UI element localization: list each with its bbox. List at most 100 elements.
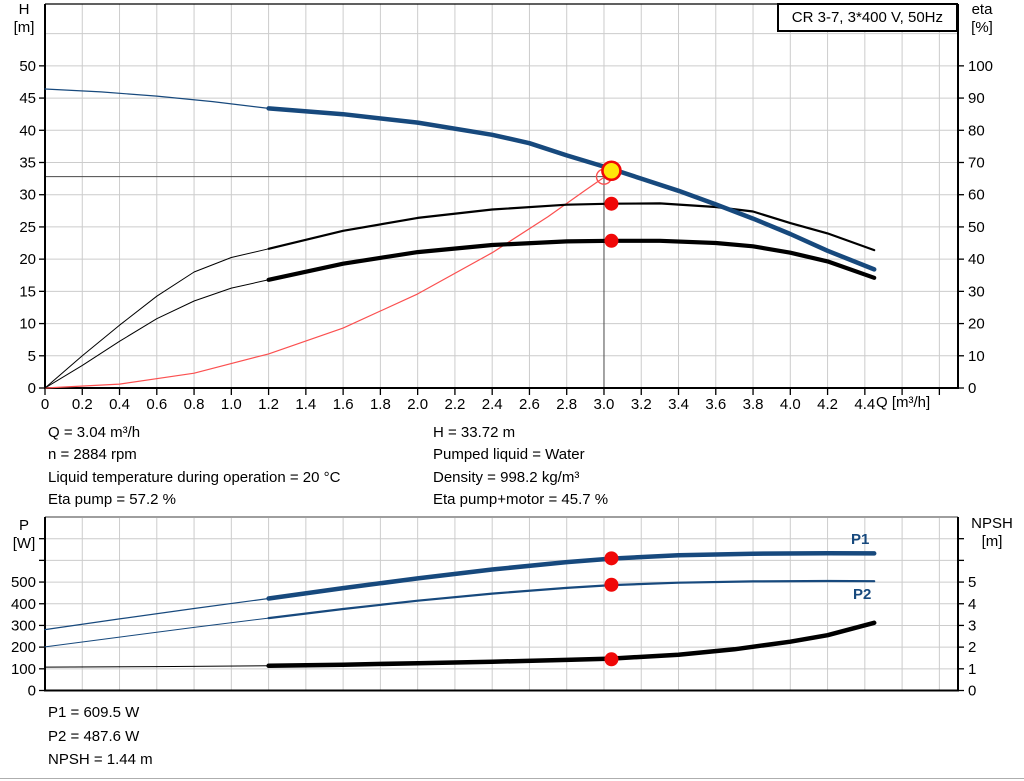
left-axis-title-head: H [m] [6,1,42,37]
tick-label-x: 1.2 [258,396,279,413]
tick-label-right: 5 [968,574,976,591]
tick-label-right: 0 [968,683,976,700]
tick-label-x: 1.4 [295,396,316,413]
qh-curve [44,88,270,110]
annot-speed: n = 2884 rpm [48,446,137,464]
eta-pump-curve [267,202,876,252]
tick-label-x: 1.0 [221,396,242,413]
npsh-axis-unit: [m] [981,533,1003,550]
tick-label-left: 50 [19,58,36,75]
tick-label-left: 10 [19,316,36,333]
eta-axis-symbol: eta [971,1,993,18]
right-axis-title-eta: eta [%] [960,1,1004,37]
npsh-axis-symbol: NPSH [971,515,1013,532]
power-annotations: P1 = 609.5 W P2 = 487.6 W NPSH = 1.44 m [48,701,153,772]
right-axis-title-npsh: NPSH [m] [962,515,1022,551]
eta-pump-motor-point [604,233,619,248]
eta-pump-curve [44,248,270,389]
tick-label-right: 100 [968,58,993,75]
qh-curve [266,106,877,272]
tick-label-x: 0.2 [72,396,93,413]
tick-label-x: 2.0 [407,396,428,413]
tick-label-right: 30 [968,283,985,300]
tick-label-left: 30 [19,187,36,204]
npsh-curve [44,665,270,668]
p1-curve-label: P1 [851,531,870,548]
tick-label-left: 100 [11,661,36,678]
annot-liquid-temp: Liquid temperature during operation = 20… [48,468,341,486]
p-axis-symbol: P [18,517,29,534]
tick-label-x: 2.6 [519,396,540,413]
eta-pump-motor-curve [44,279,270,389]
tick-label-right: 0 [968,380,976,397]
tick-label-right: 50 [968,219,985,236]
tick-label-x: 0 [41,396,49,413]
tick-label-left: 0 [28,380,36,397]
annot-p1: P1 = 609.5 W [48,704,140,721]
annot-eta-pump-motor: Eta pump+motor = 45.7 % [433,491,609,509]
tick-label-right: 1 [968,661,976,678]
tick-label-left: 400 [11,596,36,613]
tick-label-left: 25 [19,219,36,236]
tick-label-x: 3.6 [705,396,726,413]
p2-curve [44,617,270,648]
tick-label-right: 2 [968,639,976,656]
tick-label-x: 3.8 [743,396,764,413]
tick-label-x: 0.6 [146,396,167,413]
tick-label-x: 2.8 [556,396,577,413]
p1-point [604,551,619,566]
left-axis-title-power: P [W] [6,517,42,553]
tick-label-left: 15 [19,283,36,300]
annot-eta-pump: Eta pump = 57.2 % [48,491,176,509]
tick-label-right: 90 [968,90,985,107]
eta-pump-motor-curve [266,238,877,282]
tick-label-right: 40 [968,251,985,268]
tick-label-left: 500 [11,574,36,591]
tick-label-x: 0.4 [109,396,130,413]
duty-point [601,160,622,182]
tick-label-right: 60 [968,187,985,204]
p2-curve [267,579,876,620]
tick-label-right: 3 [968,617,976,634]
tick-label-left: 300 [11,617,36,634]
tick-label-right: 20 [968,316,985,333]
annot-q: Q = 3.04 m³/h [48,424,141,441]
tick-label-left: 0 [28,683,36,700]
tick-label-left: 35 [19,154,36,171]
tick-label-x: 1.6 [333,396,354,413]
tick-label-left: 40 [19,122,36,139]
annot-p2: P2 = 487.6 W [48,727,140,745]
tick-label-left: 45 [19,90,36,107]
h-axis-symbol: H [18,1,30,18]
duty-annotations-right: H = 33.72 m Pumped liquid = Water Densit… [433,422,608,512]
tick-label-right: 10 [968,348,985,365]
p2-curve-label: P2 [853,586,872,603]
tick-label-x: 4.0 [780,396,801,413]
annot-npsh: NPSH = 1.44 m [48,751,153,769]
tick-label-right: 70 [968,154,985,171]
tick-label-right: 4 [968,596,976,613]
tick-label-x: 3.0 [594,396,615,413]
tick-label-x: 0.8 [184,396,205,413]
tick-label-x: 3.4 [668,396,689,413]
eta-axis-unit: [%] [971,19,993,36]
p2-point [604,577,619,592]
h-axis-unit: [m] [13,19,35,36]
tick-label-x: 3.2 [631,396,652,413]
system-curve [44,174,609,389]
eta-pump-point [604,196,619,211]
p1-curve [266,550,877,601]
tick-label-x: 1.8 [370,396,391,413]
annot-pumped-liquid: Pumped liquid = Water [433,446,585,464]
tick-label-x: 2.4 [482,396,503,413]
duty-annotations-left: Q = 3.04 m³/h n = 2884 rpm Liquid temper… [48,422,340,512]
pump-title-box: CR 3-7, 3*400 V, 50Hz [776,3,958,32]
tick-label-x: 2.2 [444,396,465,413]
p-axis-unit: [W] [12,535,36,552]
tick-label-right: 80 [968,122,985,139]
annot-density: Density = 998.2 kg/m³ [433,468,580,486]
tick-label-x: 4.2 [817,396,838,413]
tick-label-left: 5 [28,348,36,365]
